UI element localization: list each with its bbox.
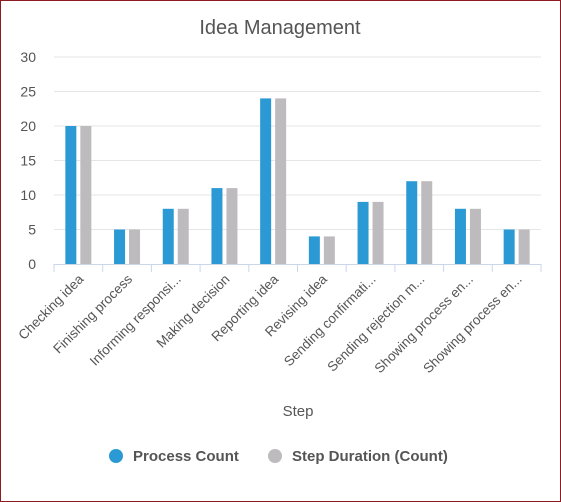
y-tick-label: 30 <box>20 49 36 65</box>
x-tick-label: Sending confirmati... <box>281 272 379 370</box>
bar-process-count[interactable] <box>211 188 223 264</box>
y-tick-label: 5 <box>28 222 36 238</box>
y-tick-label: 0 <box>28 256 36 272</box>
grid <box>54 56 541 230</box>
legend: Process Count Step Duration (Count) <box>109 448 448 465</box>
bar-step-duration[interactable] <box>469 208 481 264</box>
bar-process-count[interactable] <box>65 126 77 264</box>
legend-marker[interactable] <box>109 449 123 463</box>
bar-step-duration[interactable] <box>226 188 238 264</box>
y-tick-label: 25 <box>20 84 36 100</box>
bar-process-count[interactable] <box>503 229 515 265</box>
legend-label[interactable]: Step Duration (Count) <box>292 448 448 465</box>
bar-step-duration[interactable] <box>323 236 335 264</box>
bar-process-count[interactable] <box>406 181 418 264</box>
y-tick-label: 20 <box>20 118 36 134</box>
bar-step-duration[interactable] <box>80 126 92 264</box>
y-axis: 0 5 10 15 20 25 30 <box>20 49 36 272</box>
y-tick-label: 10 <box>20 187 36 203</box>
legend-label[interactable]: Process Count <box>133 448 239 465</box>
bar-process-count[interactable] <box>454 208 466 264</box>
bar-step-duration[interactable] <box>275 98 287 265</box>
bar-process-count[interactable] <box>308 236 320 264</box>
bar-process-count[interactable] <box>114 229 126 265</box>
bar-step-duration[interactable] <box>177 208 189 264</box>
bar-step-duration[interactable] <box>518 229 530 265</box>
legend-marker[interactable] <box>268 449 282 463</box>
x-tick-label: Showing process en... <box>420 272 525 377</box>
x-tick-label: Sending rejection m... <box>324 272 427 375</box>
bar-process-count[interactable] <box>357 201 369 264</box>
bar-step-duration[interactable] <box>129 229 141 265</box>
bars <box>65 98 530 265</box>
bar-step-duration[interactable] <box>372 201 384 264</box>
bar-process-count[interactable] <box>260 98 272 265</box>
chart-title: Idea Management <box>199 17 361 39</box>
y-tick-label: 15 <box>20 153 36 169</box>
bar-step-duration[interactable] <box>421 181 433 264</box>
x-tick-label: Showing process en... <box>372 272 477 377</box>
x-tick-label: Informing responsi... <box>87 272 184 369</box>
x-axis-label: Step <box>283 403 314 420</box>
bar-process-count[interactable] <box>162 208 174 264</box>
